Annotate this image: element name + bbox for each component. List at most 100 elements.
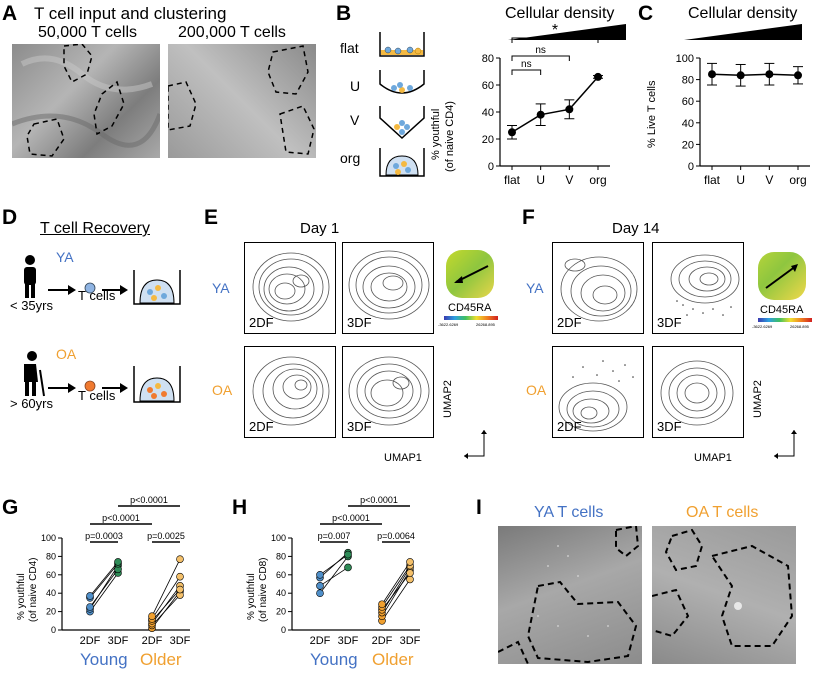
umap2-label-e: UMAP2 <box>442 380 454 418</box>
oa-label: OA <box>56 346 77 362</box>
umap-f-ya-2df: 2DF <box>552 242 644 334</box>
micrograph-50k <box>12 44 160 158</box>
panel-h-young: Young <box>310 650 358 669</box>
umap-axes-f <box>774 430 797 459</box>
pair-line <box>89 565 119 610</box>
panel-letter-g: G <box>2 496 19 519</box>
panel-g-ylabel-1: % youthful <box>16 573 27 620</box>
pair-line <box>89 563 119 599</box>
density-wedge-b <box>508 24 626 40</box>
data-point <box>508 128 516 137</box>
panel-e-title: Day 1 <box>300 220 340 237</box>
colorbar-e <box>444 316 498 320</box>
x-tick-label: 3DF <box>338 635 359 647</box>
panel-g-young: Young <box>80 650 128 669</box>
oa-tcells-label: T cells <box>78 388 116 403</box>
well-label-org: org <box>340 150 361 166</box>
panel-letter-b: B <box>336 2 352 25</box>
umap-f-2df-label-top: 2DF <box>557 315 582 330</box>
older-3df-point <box>176 572 184 581</box>
umap-f-2df-label-bottom: 2DF <box>557 419 582 434</box>
data-point <box>536 110 545 119</box>
pair-line <box>151 589 181 622</box>
panel-c-chart-title: Cellular density <box>688 5 798 22</box>
panel-f-title: Day 14 <box>612 220 660 237</box>
y-tick-label: 20 <box>46 607 56 617</box>
colorbar-e-high: 26268.895 <box>476 322 495 327</box>
umap-axes-e <box>464 430 487 459</box>
well-schematics <box>379 32 425 177</box>
older-3df-point <box>406 575 414 584</box>
umap-e-3df-label-bottom: 3DF <box>347 419 372 434</box>
umap2-label-f: UMAP2 <box>752 380 764 418</box>
y-tick-label: 100 <box>271 533 286 543</box>
pair-line <box>381 567 411 613</box>
young-person-icon <box>24 255 36 298</box>
ya-label: YA <box>56 249 74 265</box>
panel-i-left-label: YA T cells <box>534 504 604 521</box>
y-tick-label: 0 <box>51 625 56 635</box>
umap-f-3df-label-top: 3DF <box>657 315 682 330</box>
y-tick-label: 0 <box>281 625 286 635</box>
micrograph-oa <box>652 526 796 664</box>
umap-f-3df-label-bottom: 3DF <box>657 419 682 434</box>
panel-h-ylabel-1: % youthful <box>246 573 257 620</box>
panel-g-older: Older <box>140 650 182 669</box>
p-value-label: p<0.0001 <box>130 495 168 505</box>
panel-d-title: T cell Recovery <box>40 220 150 237</box>
umap-e-2df-label-top: 2DF <box>249 315 274 330</box>
panel-letter-i: I <box>476 496 482 519</box>
umap-f-oa-3df: 3DF <box>652 346 744 438</box>
older-2df-point <box>378 600 386 609</box>
recovery-schematic <box>24 255 181 403</box>
pair-line <box>381 561 411 605</box>
y-tick-label: 20 <box>682 139 694 151</box>
older-3df-point <box>406 569 414 577</box>
pair-line <box>381 565 411 608</box>
data-point <box>736 71 745 80</box>
umap-f-oa-2df: 2DF <box>552 346 644 438</box>
x-tick-label: U <box>736 173 745 187</box>
x-tick-label: V <box>565 173 573 187</box>
pair-line <box>89 572 119 612</box>
y-tick-label: 80 <box>46 551 56 561</box>
x-tick-label: 2DF <box>372 635 393 647</box>
y-tick-label: 80 <box>482 53 494 65</box>
series-line <box>711 73 799 77</box>
umap-e-oa-2df: 2DF <box>244 346 336 438</box>
panel-letter-e: E <box>204 206 219 229</box>
sig-label: * <box>552 22 558 39</box>
x-tick-label: 3DF <box>400 635 421 647</box>
y-tick-label: 60 <box>482 80 494 92</box>
panel-e-row-ya: YA <box>212 280 230 296</box>
older-3df-point <box>176 555 184 563</box>
sig-label: ns <box>521 59 532 70</box>
panel-c-ylabel: % Live T cells <box>646 80 658 148</box>
umap-e-3df-label-top: 3DF <box>347 315 372 330</box>
colorbar-f-low: -3622.6269 <box>752 324 773 329</box>
panel-a-right-label: 200,000 T cells <box>178 24 286 41</box>
x-tick-label: org <box>789 173 806 187</box>
panel-b-ylabel-2: (of naive CD4) <box>444 101 456 172</box>
pair-line <box>319 554 349 576</box>
panel-b-ylabel-1: % youthful <box>430 108 442 160</box>
y-tick-label: 40 <box>46 588 56 598</box>
older-person-icon <box>24 351 45 397</box>
series-line <box>511 76 599 133</box>
p-value-label: p=0.0025 <box>147 531 185 541</box>
panel-f-row-ya: YA <box>526 280 544 296</box>
data-point <box>565 105 574 114</box>
panel-f-row-oa: OA <box>526 382 547 398</box>
x-tick-label: 3DF <box>170 635 191 647</box>
well-label-u: U <box>350 78 361 94</box>
pair-line <box>319 556 349 594</box>
young-3df-point <box>344 550 352 559</box>
colorbar-f <box>758 318 812 322</box>
x-tick-label: 2DF <box>80 635 101 647</box>
chart-h: 0 20 40 60 80 100 2DF 3DF 2DF 3DF p=0.007 p=0.0064 p… <box>271 495 421 647</box>
data-point <box>794 71 802 80</box>
y-tick-label: 20 <box>276 607 286 617</box>
y-tick-label: 0 <box>688 161 694 173</box>
colorbar-e-low: -3622.6269 <box>438 322 459 327</box>
